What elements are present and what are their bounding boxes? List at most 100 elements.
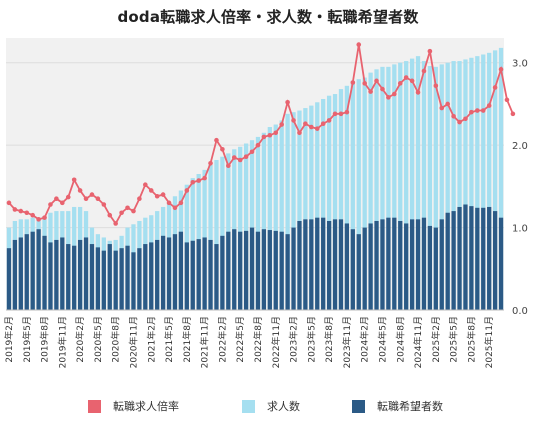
bar-applicants — [77, 239, 83, 310]
point-ratio — [475, 108, 480, 113]
bar-applicants — [469, 206, 474, 310]
bar-jobs — [267, 127, 272, 310]
bar-jobs — [421, 61, 427, 310]
point-ratio — [148, 188, 154, 193]
bar-jobs — [492, 50, 498, 310]
x-tick-label: 2025年5月 — [448, 316, 460, 363]
x-tick-label: 2022年2月 — [216, 316, 228, 363]
x-tick-label: 2023年2月 — [288, 316, 300, 363]
point-ratio — [196, 178, 201, 183]
x-tick-label: 2022年8月 — [252, 316, 264, 363]
x-tick-label: 2020年2月 — [74, 316, 86, 363]
x-tick-label: 2024年8月 — [394, 316, 406, 363]
x-tick-label: 2021年8月 — [181, 316, 193, 363]
x-tick-label: 2025年2月 — [430, 316, 442, 363]
point-ratio — [214, 137, 219, 143]
bar-applicants — [72, 245, 77, 310]
bar-applicants — [368, 223, 373, 310]
legend-swatch-jobs — [242, 399, 255, 413]
bar-applicants — [60, 237, 65, 310]
bar-jobs — [297, 110, 302, 311]
point-ratio — [30, 212, 35, 218]
bar-applicants — [107, 244, 112, 310]
point-ratio — [439, 105, 445, 111]
bar-applicants — [374, 220, 379, 310]
bar-jobs — [463, 59, 468, 311]
y-tick-label: 1.0 — [512, 224, 528, 235]
bar-applicants — [261, 229, 267, 310]
point-ratio — [243, 154, 249, 159]
bar-jobs — [321, 98, 326, 310]
bar-applicants — [95, 247, 101, 310]
bar-jobs — [374, 69, 379, 310]
point-ratio — [498, 67, 504, 72]
bar-applicants — [6, 248, 12, 310]
bar-jobs — [433, 66, 438, 311]
bar-applicants — [48, 242, 53, 310]
bar-jobs — [249, 140, 255, 310]
bar-applicants — [439, 219, 444, 310]
bar-applicants — [18, 237, 23, 310]
point-ratio — [166, 200, 172, 206]
point-ratio — [119, 210, 124, 216]
bar-jobs — [309, 105, 314, 310]
bar-applicants — [362, 227, 367, 310]
bar-applicants — [243, 230, 249, 310]
bar-jobs — [226, 153, 231, 310]
bar-jobs — [380, 66, 385, 311]
bar-applicants — [356, 234, 361, 310]
x-tick-label: 2021年2月 — [145, 316, 157, 363]
point-ratio — [469, 109, 474, 115]
point-ratio — [409, 78, 415, 84]
bar-applicants — [451, 211, 456, 310]
bar-jobs — [392, 64, 397, 310]
point-ratio — [125, 205, 130, 211]
x-tick-label: 2019年5月 — [21, 316, 33, 363]
point-ratio — [36, 217, 41, 222]
point-ratio — [202, 175, 207, 181]
x-tick-label: 2022年11月 — [270, 316, 282, 368]
bar-applicants — [190, 240, 195, 310]
bar-jobs — [273, 124, 278, 310]
bar-jobs — [439, 64, 444, 310]
point-ratio — [24, 210, 30, 216]
bar-jobs — [356, 79, 361, 310]
legend-swatch-applicants — [352, 399, 365, 413]
bar-jobs — [398, 62, 403, 311]
bar-applicants — [214, 244, 219, 310]
bar-applicants — [315, 217, 320, 310]
point-ratio — [208, 160, 213, 166]
point-ratio — [83, 196, 89, 202]
bar-jobs — [214, 159, 219, 310]
legend-label-jobs: 求人数 — [267, 400, 300, 413]
bar-applicants — [475, 207, 480, 310]
legend-swatch-ratio — [88, 399, 101, 413]
bar-applicants — [297, 220, 302, 310]
bar-applicants — [155, 239, 160, 310]
bar-applicants — [321, 217, 326, 310]
point-ratio — [184, 188, 190, 193]
bar-applicants — [24, 234, 29, 310]
bar-applicants — [178, 231, 184, 310]
point-ratio — [504, 97, 510, 103]
bar-applicants — [392, 217, 397, 310]
bar-jobs — [481, 54, 486, 310]
bar-jobs — [404, 61, 409, 310]
bar-applicants — [196, 239, 201, 310]
legend: 転職求人倍率 求人数 転職希望者数 — [0, 396, 536, 420]
bar-jobs — [451, 61, 456, 310]
x-tick-label: 2021年11月 — [199, 316, 211, 368]
point-ratio — [77, 188, 83, 193]
point-ratio — [320, 121, 326, 127]
bar-applicants — [66, 244, 71, 310]
point-ratio — [42, 215, 47, 220]
bar-jobs — [498, 47, 504, 311]
bar-applicants — [338, 219, 344, 310]
bar-applicants — [326, 220, 332, 310]
bar-applicants — [344, 223, 350, 310]
bar-applicants — [137, 248, 142, 310]
bar-jobs — [487, 52, 492, 310]
bar-jobs — [279, 120, 284, 310]
bar-jobs — [475, 56, 480, 311]
bar-jobs — [368, 72, 373, 310]
